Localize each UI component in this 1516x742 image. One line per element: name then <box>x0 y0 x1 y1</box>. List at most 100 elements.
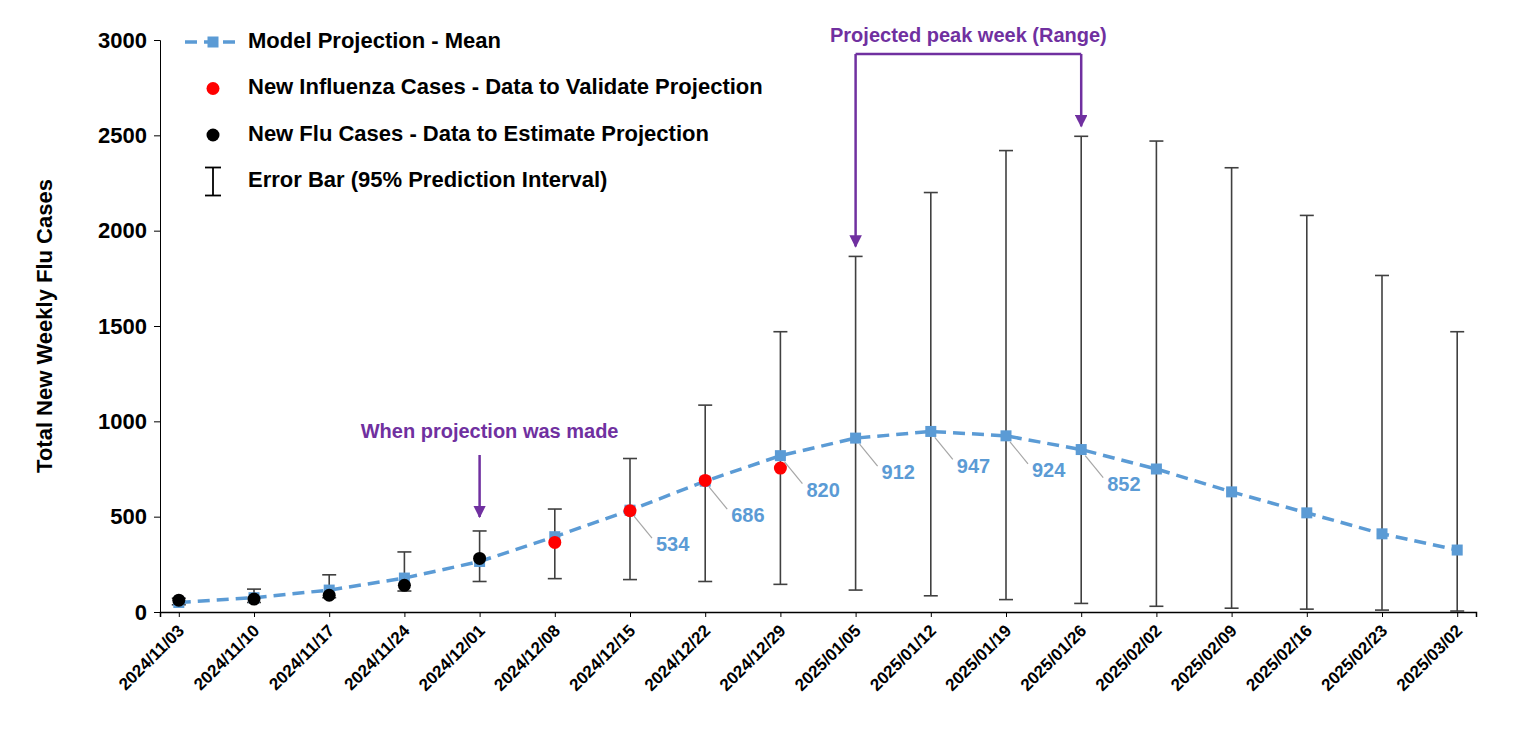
annotation-text: When projection was made <box>361 420 619 442</box>
error-bar <box>1074 136 1088 603</box>
x-tick: 2024/11/10 <box>190 612 263 694</box>
y-tick: 3000 <box>98 28 160 53</box>
scatter-point <box>774 462 787 475</box>
legend-item: Model Projection - Mean <box>185 28 501 53</box>
x-tick: 2025/03/02 <box>1393 612 1467 695</box>
y-tick-mark <box>154 612 160 613</box>
line-marker <box>1377 528 1388 539</box>
data-label: 686 <box>731 504 764 526</box>
legend-label: New Influenza Cases - Data to Validate P… <box>248 74 763 99</box>
error-bar-stem <box>629 459 631 580</box>
x-tick-label: 2025/02/09 <box>1167 621 1241 695</box>
y-tick-label: 1500 <box>98 314 147 339</box>
error-bar-cap <box>849 256 863 258</box>
legend-marker <box>207 82 220 95</box>
x-tick-mark <box>856 612 857 617</box>
error-bar-cap <box>473 530 487 532</box>
error-bar-cap <box>1375 609 1389 611</box>
legend-error-cap <box>205 195 221 197</box>
data-label: 852 <box>1107 473 1140 495</box>
legend-item: Error Bar (95% Prediction Interval) <box>205 167 607 195</box>
x-tick: 2024/11/17 <box>265 612 338 694</box>
line-marker <box>1076 444 1087 455</box>
x-tick-label: 2025/01/12 <box>866 621 940 695</box>
scatter-point <box>248 593 261 606</box>
y-tick-label: 0 <box>135 600 147 625</box>
error-bar <box>1450 332 1464 611</box>
error-bar-cap <box>1450 610 1464 612</box>
x-tick: 2024/12/08 <box>490 612 564 695</box>
error-bar-cap <box>924 192 938 194</box>
y-tick-mark <box>154 40 160 41</box>
x-tick: 2025/01/12 <box>866 612 940 695</box>
error-bar-stem <box>855 256 857 590</box>
label-leader <box>1085 456 1103 478</box>
x-tick-mark <box>329 612 330 617</box>
data-label: 534 <box>656 533 690 555</box>
x-tick-label: 2024/12/08 <box>490 621 564 695</box>
error-bar-stem <box>930 193 932 596</box>
annotation-text: Projected peak week (Range) <box>830 24 1107 46</box>
y-tick-mark <box>154 421 160 422</box>
x-tick-mark <box>555 612 556 617</box>
error-bar-stem <box>704 405 706 581</box>
scatter-point <box>624 504 637 517</box>
x-tick: 2025/01/26 <box>1017 612 1091 695</box>
x-tick-mark <box>1382 612 1383 617</box>
x-tick: 2025/01/19 <box>942 612 1016 695</box>
error-bar <box>623 459 637 580</box>
line-marker <box>1452 545 1463 556</box>
y-tick-mark <box>154 135 160 136</box>
x-tick-label: 2024/12/22 <box>641 621 715 695</box>
x-tick-mark <box>480 612 481 617</box>
x-tick: 2025/01/05 <box>791 612 865 695</box>
x-tick: 2024/12/01 <box>415 612 489 695</box>
error-bar-cap <box>999 599 1013 601</box>
x-tick: 2025/02/02 <box>1092 612 1166 695</box>
x-tick-label: 2024/11/03 <box>115 621 188 694</box>
error-bar <box>1300 215 1314 609</box>
error-bar-cap <box>1225 167 1239 169</box>
error-bar <box>1375 275 1389 610</box>
x-tick-label: 2024/11/10 <box>190 621 263 694</box>
line-marker <box>1301 507 1312 518</box>
bracket-arrow <box>854 54 857 246</box>
data-label: 912 <box>882 461 915 483</box>
error-bar-cap <box>1300 608 1314 610</box>
y-tick-label: 2000 <box>98 218 147 243</box>
chart: 2024/11/032024/11/102024/11/172024/11/24… <box>0 0 1516 742</box>
x-tick-mark <box>931 612 932 617</box>
error-bar <box>397 552 411 591</box>
scatter-point <box>699 474 712 487</box>
x-tick: 2024/12/22 <box>641 612 715 695</box>
series-line <box>179 431 1457 602</box>
y-tick: 1000 <box>98 409 160 434</box>
x-tick-label: 2024/11/24 <box>341 621 414 694</box>
legend-error-cap <box>205 167 221 169</box>
error-bar <box>473 531 487 582</box>
line-marker <box>850 433 861 444</box>
y-tick-label: 3000 <box>98 28 147 53</box>
label-leader <box>860 444 878 466</box>
x-tick-label: 2024/12/15 <box>566 621 640 695</box>
x-tick: 2025/02/23 <box>1318 612 1392 695</box>
scatter-point <box>548 536 561 549</box>
line-marker <box>925 426 936 437</box>
y-tick-label: 2500 <box>98 123 147 148</box>
error-bar-cap <box>247 588 261 590</box>
x-tick-mark <box>705 612 706 617</box>
legend-marker <box>207 129 220 142</box>
error-bar-cap <box>773 584 787 586</box>
scatter-point <box>398 579 411 592</box>
legend-marker <box>208 37 219 48</box>
label-leader <box>634 516 652 538</box>
annotations: When projection was made Projected peak w… <box>361 24 1107 517</box>
y-tick: 2500 <box>98 123 160 148</box>
x-tick-mark <box>1457 612 1458 617</box>
error-bar-cap <box>924 595 938 597</box>
legend-item: New Influenza Cases - Data to Validate P… <box>207 74 763 99</box>
y-tick: 1500 <box>98 314 160 339</box>
x-tick-label: 2024/11/17 <box>265 621 338 694</box>
x-tick-label: 2025/01/26 <box>1017 621 1091 695</box>
line-marker <box>1151 464 1162 475</box>
